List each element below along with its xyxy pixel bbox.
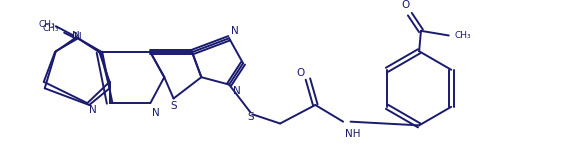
- Text: N: N: [233, 87, 240, 96]
- Text: O: O: [401, 0, 409, 10]
- Text: S: S: [170, 101, 177, 111]
- Text: CH₃: CH₃: [454, 31, 471, 40]
- Text: CH₃: CH₃: [43, 25, 60, 33]
- Text: N: N: [89, 105, 97, 115]
- Text: N: N: [74, 32, 82, 42]
- Text: O: O: [296, 69, 305, 78]
- Text: S: S: [247, 112, 254, 122]
- Text: CH₃: CH₃: [38, 20, 55, 29]
- Text: N: N: [73, 31, 80, 41]
- Text: N: N: [152, 108, 160, 118]
- Text: N: N: [231, 26, 239, 36]
- Text: NH: NH: [345, 129, 360, 139]
